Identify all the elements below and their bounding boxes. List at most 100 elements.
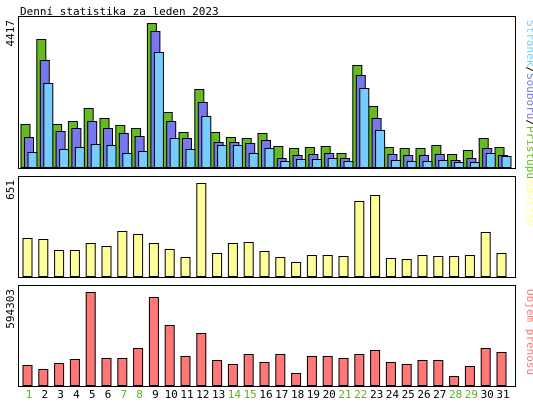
- day-label-9: 9: [152, 388, 159, 401]
- bar-objem-přenosu-day-28: [449, 376, 460, 386]
- legend-separator: /: [524, 119, 533, 126]
- day-label-1: 1: [26, 388, 33, 401]
- bar-návštěv-day-19: [306, 255, 317, 277]
- bar-návštěv-day-6: [101, 246, 112, 277]
- bar-stránek-day-3: [59, 149, 70, 168]
- panel-transfer: 594303 Objem přenosu: [4, 285, 533, 387]
- panel-visits-max-label: 651: [4, 180, 17, 200]
- bar-objem-přenosu-day-13: [212, 360, 223, 386]
- bar-objem-přenosu-day-26: [417, 360, 428, 386]
- bar-návštěv-day-25: [401, 259, 412, 277]
- bar-stránek-day-19: [311, 159, 322, 168]
- bar-objem-přenosu-day-7: [117, 358, 128, 386]
- legend-entry-Návštěv: Návštěv: [524, 180, 533, 227]
- bar-stránek-day-27: [438, 160, 449, 168]
- bar-objem-přenosu-day-2: [38, 369, 49, 386]
- panel-accesses-max-label: 4417: [4, 20, 17, 47]
- day-label-7: 7: [120, 388, 127, 401]
- bar-objem-přenosu-day-4: [69, 359, 80, 386]
- day-label-2: 2: [41, 388, 48, 401]
- bar-návštěv-day-20: [322, 255, 333, 277]
- day-label-21: 21: [338, 388, 351, 401]
- day-label-3: 3: [57, 388, 64, 401]
- day-label-25: 25: [402, 388, 415, 401]
- bar-objem-přenosu-day-30: [480, 348, 491, 386]
- bar-návštěv-day-30: [480, 232, 491, 277]
- bar-objem-přenosu-day-11: [180, 356, 191, 386]
- bar-návštěv-day-4: [69, 250, 80, 277]
- bar-návštěv-day-18: [291, 262, 302, 277]
- bar-objem-přenosu-day-16: [259, 362, 270, 386]
- bar-návštěv-day-27: [433, 256, 444, 277]
- bar-objem-přenosu-day-27: [433, 360, 444, 386]
- day-label-15: 15: [244, 388, 257, 401]
- bar-návštěv-day-14: [227, 243, 238, 277]
- panel-visits-legend: Návštěv: [524, 180, 533, 227]
- day-label-27: 27: [433, 388, 446, 401]
- day-label-19: 19: [307, 388, 320, 401]
- bar-návštěv-day-17: [275, 257, 286, 277]
- day-label-6: 6: [105, 388, 112, 401]
- bar-stránek-day-18: [296, 159, 307, 168]
- bar-stránek-day-31: [501, 156, 512, 168]
- bar-stránek-day-21: [343, 161, 354, 168]
- bar-návštěv-day-21: [338, 256, 349, 277]
- bar-stránek-day-20: [327, 158, 338, 168]
- bar-objem-přenosu-day-29: [464, 366, 475, 386]
- day-label-31: 31: [496, 388, 509, 401]
- bar-objem-přenosu-day-31: [496, 352, 507, 386]
- legend-separator: /: [524, 66, 533, 73]
- day-labels: 1 2 3 4 5 6 7 8 9 10 11 12 13 14 15 16 17 18 19 20 21 22 23 24 2…: [26, 388, 510, 401]
- bar-návštěv-day-22: [354, 201, 365, 277]
- bar-návštěv-day-24: [385, 258, 396, 277]
- bar-stránek-day-12: [201, 116, 212, 168]
- panel-visits-legend-text: Návštěv: [524, 180, 533, 227]
- day-label-16: 16: [259, 388, 272, 401]
- bar-stránek-day-22: [359, 88, 370, 168]
- bar-objem-přenosu-day-24: [385, 362, 396, 386]
- bar-stránek-day-24: [390, 160, 401, 168]
- legend-entry-Souborů: Souborů: [524, 73, 533, 119]
- bar-objem-přenosu-day-12: [196, 333, 207, 386]
- bar-návštěv-day-15: [243, 242, 254, 277]
- bar-návštěv-day-9: [148, 243, 159, 277]
- day-label-28: 28: [449, 388, 462, 401]
- bar-návštěv-day-5: [85, 243, 96, 277]
- bar-objem-přenosu-day-1: [22, 365, 33, 386]
- day-label-30: 30: [481, 388, 494, 401]
- bar-stránek-day-10: [169, 138, 180, 168]
- legend-entry-Objem přenosu: Objem přenosu: [524, 289, 533, 375]
- bar-stránek-day-17: [280, 161, 291, 168]
- bar-stránek-day-6: [106, 145, 117, 168]
- day-label-20: 20: [323, 388, 336, 401]
- bar-objem-přenosu-day-8: [133, 348, 144, 386]
- bar-objem-přenosu-day-9: [148, 297, 159, 386]
- day-label-11: 11: [180, 388, 193, 401]
- day-label-24: 24: [386, 388, 400, 401]
- bar-návštěv-day-29: [464, 255, 475, 277]
- bar-návštěv-day-16: [259, 251, 270, 277]
- bar-návštěv-day-13: [212, 253, 223, 277]
- day-label-23: 23: [370, 388, 383, 401]
- bar-návštěv-day-2: [38, 239, 49, 277]
- bar-stránek-day-4: [74, 147, 85, 168]
- bar-stránek-day-8: [138, 151, 149, 168]
- bar-objem-přenosu-day-17: [275, 354, 286, 386]
- bar-návštěv-day-26: [417, 255, 428, 277]
- bar-stránek-day-25: [406, 161, 417, 168]
- bar-objem-přenosu-day-18: [291, 373, 302, 386]
- panel-transfer-legend: Objem přenosu: [524, 289, 533, 375]
- bar-objem-přenosu-day-3: [54, 363, 65, 386]
- bar-stránek-day-16: [264, 148, 275, 168]
- bar-objem-přenosu-day-23: [370, 350, 381, 386]
- bar-návštěv-day-28: [449, 256, 460, 277]
- day-label-29: 29: [465, 388, 478, 401]
- bar-objem-přenosu-day-14: [227, 364, 238, 386]
- bar-návštěv-day-12: [196, 183, 207, 277]
- bar-objem-přenosu-day-15: [243, 354, 254, 386]
- bar-stránek-day-2: [43, 83, 54, 168]
- bar-stránek-day-9: [153, 52, 164, 168]
- bar-návštěv-day-23: [370, 195, 381, 277]
